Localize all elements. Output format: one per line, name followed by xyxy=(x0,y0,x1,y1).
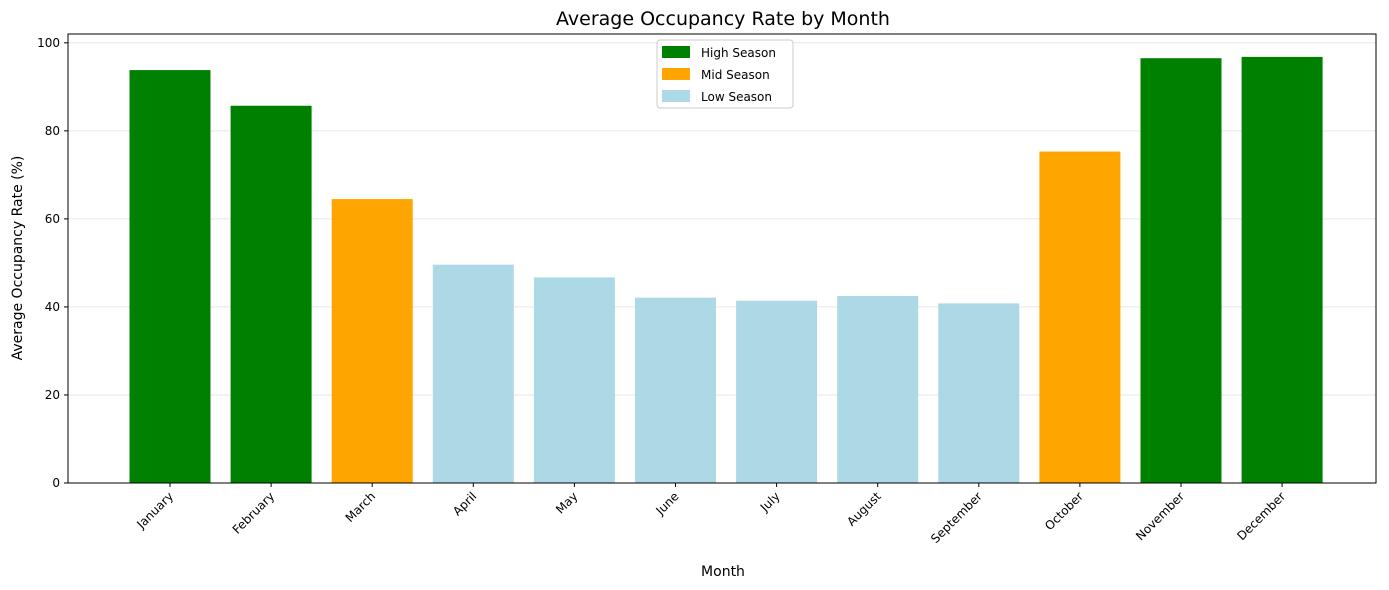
bar-april xyxy=(432,264,514,483)
y-tick-label: 60 xyxy=(45,212,60,226)
x-tick-label: May xyxy=(553,489,580,516)
y-tick-label: 0 xyxy=(52,476,60,490)
x-tick-label: September xyxy=(928,489,985,546)
y-tick-label: 100 xyxy=(37,36,60,50)
x-tick-label: November xyxy=(1133,489,1187,543)
legend-label: Low Season xyxy=(701,90,772,104)
legend-label: Mid Season xyxy=(701,68,770,82)
x-axis-title: Month xyxy=(701,564,745,580)
legend-swatch xyxy=(662,90,690,102)
bar-may xyxy=(533,277,615,483)
bars xyxy=(129,56,1323,484)
bar-october xyxy=(1039,151,1121,483)
chart-title: Average Occupancy Rate by Month xyxy=(556,8,890,30)
y-tick-label: 80 xyxy=(45,124,60,138)
x-tick-label: June xyxy=(653,489,682,518)
x-tick-label: October xyxy=(1042,489,1086,533)
bar-august xyxy=(837,295,919,483)
legend-swatch xyxy=(662,46,690,58)
y-tick-label: 40 xyxy=(45,300,60,314)
legend-label: High Season xyxy=(701,46,776,60)
x-tick-label: December xyxy=(1234,489,1288,543)
legend: High Season Mid Season Low Season xyxy=(656,39,794,109)
x-tick-label: March xyxy=(343,489,379,525)
legend-box xyxy=(656,39,794,109)
x-axis: January February March April May June July Augu… xyxy=(133,483,1288,546)
y-axis: 0 20 40 60 80 100 xyxy=(37,36,68,490)
bar-january xyxy=(129,70,211,484)
plot-frame xyxy=(67,33,1377,484)
bar-december xyxy=(1241,56,1323,483)
bar-february xyxy=(230,105,312,484)
bar-march xyxy=(331,199,413,483)
bar-september xyxy=(938,303,1020,483)
x-tick-label: February xyxy=(230,489,278,537)
x-tick-label: April xyxy=(450,489,479,518)
legend-swatch xyxy=(662,68,690,80)
y-tick-label: 20 xyxy=(45,388,60,402)
y-axis-title: Average Occupancy Rate (%) xyxy=(10,156,26,361)
x-tick-label: August xyxy=(844,489,884,529)
x-tick-label: January xyxy=(133,489,176,532)
x-tick-label: July xyxy=(757,489,783,515)
bar-november xyxy=(1140,58,1222,483)
bar-june xyxy=(635,297,716,483)
bar-july xyxy=(736,300,818,483)
